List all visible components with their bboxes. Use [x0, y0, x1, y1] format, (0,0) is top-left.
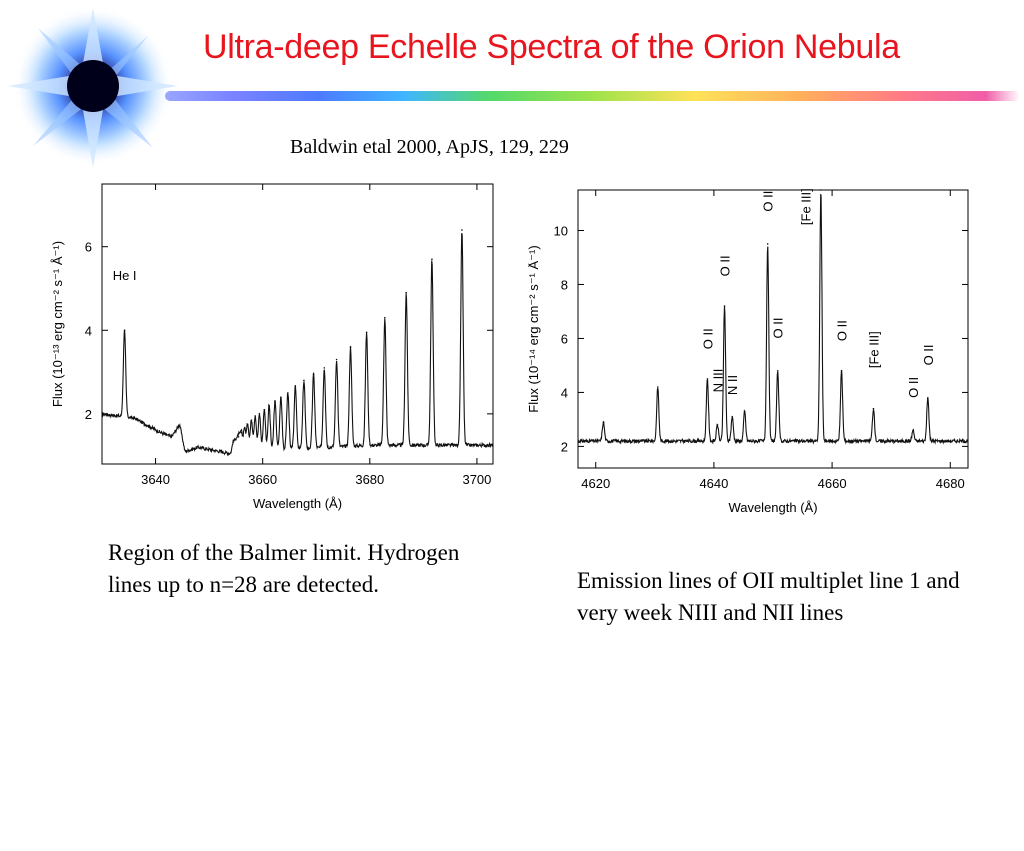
- line-annotation: O II: [921, 344, 936, 365]
- y-axis-label: Flux (10⁻¹³ erg cm⁻² s⁻¹ Å⁻¹): [50, 241, 65, 407]
- rainbow-divider: [165, 91, 1020, 101]
- plot-frame: [577, 189, 969, 469]
- x-tick-label: 3700: [462, 472, 491, 487]
- y-tick-label: 8: [561, 277, 568, 292]
- emission-line-peak: [461, 229, 463, 231]
- emission-line-peak: [303, 379, 305, 382]
- line-annotation: O II: [906, 377, 921, 398]
- line-annotation: [Fe III]: [799, 188, 814, 225]
- line-annotation: O II: [835, 320, 850, 341]
- emission-line-peak: [766, 243, 769, 245]
- emission-line-peak: [743, 410, 746, 413]
- emission-line-peak: [405, 291, 408, 294]
- emission-line-peak: [840, 370, 843, 372]
- x-axis-label: Wavelength (Å): [728, 500, 817, 515]
- emission-line-peak: [927, 397, 929, 399]
- slide-title: Ultra-deep Echelle Spectra of the Orion …: [203, 28, 900, 66]
- y-tick-label: 10: [554, 223, 568, 238]
- emission-line-peak: [246, 423, 249, 426]
- line-annotation: O II: [761, 191, 776, 212]
- line-annotation: N II: [725, 375, 740, 395]
- x-tick-label: 3660: [248, 472, 277, 487]
- plot-frame: [101, 183, 494, 465]
- spectrum-trace: [101, 232, 494, 457]
- x-axis-label: Wavelength (Å): [253, 496, 342, 511]
- balmer-limit-spectrum-chart: 3640 3660 3680 3700 2 4 6 Wavelength (Å) Flux (1…: [50, 183, 494, 511]
- emission-line-peak: [820, 189, 822, 191]
- y-tick-label: 6: [561, 331, 568, 346]
- emission-line-peak: [287, 392, 289, 394]
- star-logo: [8, 8, 178, 168]
- emission-line-peak: [776, 370, 779, 372]
- x-tick-label: 4680: [936, 476, 965, 491]
- emission-line-peak: [323, 367, 326, 369]
- emission-line-peak: [384, 316, 386, 319]
- emission-line-peak: [250, 419, 253, 421]
- line-annotation: [Fe III]: [866, 331, 881, 368]
- emission-line-peak: [731, 415, 734, 418]
- caption-balmer-limit: Region of the Balmer limit. Hydrogen lin…: [108, 540, 460, 597]
- emission-line-peak: [232, 441, 235, 444]
- emission-line-peak: [123, 329, 126, 332]
- emission-line-peak: [235, 438, 237, 441]
- y-tick-label: 2: [561, 439, 568, 454]
- citation: Baldwin etal 2000, ApJS, 129, 229: [290, 136, 569, 158]
- emission-line-peak: [723, 305, 726, 307]
- emission-line-peak: [254, 415, 256, 417]
- emission-line-peak: [431, 258, 433, 261]
- emission-line-peak: [656, 386, 659, 388]
- emission-line-peak: [602, 421, 605, 423]
- emission-line-peak: [365, 331, 368, 334]
- emission-line-peak: [237, 436, 240, 438]
- emission-line-peak: [258, 413, 261, 415]
- line-annotation: O II: [771, 317, 786, 338]
- y-axis-label: Flux (10⁻¹⁴ erg cm⁻² s⁻¹ Å⁻¹): [528, 245, 541, 412]
- emission-line-peak: [243, 427, 246, 430]
- x-tick-label: 4620: [581, 476, 610, 491]
- emission-line-peak: [872, 407, 875, 410]
- caption-oii-multiplet: Emission lines of OII multiplet line 1 a…: [577, 568, 960, 625]
- emission-line-peak: [274, 400, 276, 403]
- emission-line-peak: [912, 429, 914, 432]
- emission-line-peak: [280, 396, 282, 398]
- x-tick-label: 4640: [699, 476, 728, 491]
- line-annotation: O II: [700, 328, 715, 349]
- x-tick-label: 4660: [818, 476, 847, 491]
- emission-line-peak: [335, 358, 338, 361]
- y-tick-label: 4: [85, 323, 92, 338]
- emission-line-peak: [312, 373, 315, 375]
- emission-line-peak: [240, 431, 243, 434]
- emission-line-peak: [263, 408, 266, 411]
- oii-multiplet-spectrum-chart: 4620 4640 4660 4680 2 4 6 8 10 Wavelength (Å) Flux…: [528, 188, 969, 515]
- y-tick-label: 2: [85, 407, 92, 422]
- spectrum-trace: [577, 193, 969, 445]
- x-tick-label: 3680: [355, 472, 384, 487]
- line-annotation: O II: [718, 255, 733, 276]
- emission-line-peak: [294, 385, 297, 388]
- emission-line-peak: [706, 378, 709, 380]
- line-annotation: He I: [113, 268, 137, 283]
- line-annotation: N III: [710, 369, 725, 393]
- y-tick-label: 4: [561, 385, 568, 400]
- emission-line-peak: [268, 404, 270, 407]
- emission-line-peak: [716, 424, 719, 426]
- x-tick-label: 3640: [141, 472, 170, 487]
- emission-line-peak: [349, 346, 352, 348]
- y-tick-label: 6: [85, 240, 92, 255]
